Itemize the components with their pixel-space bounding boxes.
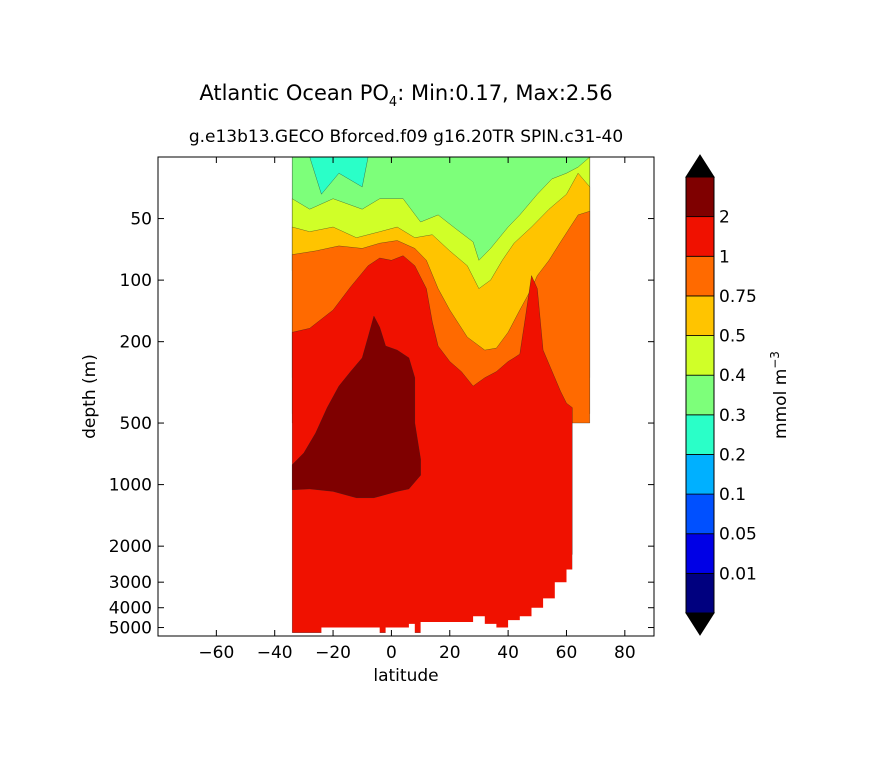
x-tick-label: 20 xyxy=(439,643,461,663)
x-axis: −60 −40 −20 0 20 40 60 80 xyxy=(198,157,636,663)
colorbar-tick-label: 0.3 xyxy=(719,406,746,426)
colorbar-swatch xyxy=(685,335,715,376)
colorbar-swatch xyxy=(685,454,715,495)
y-tick-label: 1000 xyxy=(109,476,152,496)
colorbar: 0.01 0.05 0.1 0.2 0.3 0.4 0.5 0.75 1 2 xyxy=(685,154,757,636)
colorbar-label: mmol m−3 xyxy=(768,351,791,439)
colorbar-tick-label: 2 xyxy=(719,208,730,228)
y-tick-label: 100 xyxy=(120,271,152,291)
chart-title-subscript: 4 xyxy=(389,95,397,110)
colorbar-swatch xyxy=(685,572,715,614)
colorbar-swatch xyxy=(685,414,715,455)
seafloor-mask xyxy=(292,439,590,636)
x-tick-label: 60 xyxy=(556,643,578,663)
colorbar-tick-label: 0.1 xyxy=(719,485,746,505)
x-tick-label: −20 xyxy=(315,643,351,663)
colorbar-tick-label: 0.5 xyxy=(719,327,746,347)
colorbar-swatch xyxy=(685,374,715,416)
colorbar-tick-label: 0.2 xyxy=(719,445,746,465)
y-tick-label: 500 xyxy=(120,414,152,434)
x-tick-label: 0 xyxy=(386,643,397,663)
y-tick-label: 2000 xyxy=(109,537,152,557)
colorbar-tick-label: 0.01 xyxy=(719,564,757,584)
colorbar-label-unit: mmol m xyxy=(771,369,791,439)
contour-field xyxy=(291,157,591,636)
chart-title-main: Atlantic Ocean PO xyxy=(199,81,389,105)
x-axis-label: latitude xyxy=(373,666,438,686)
chart-title: Atlantic Ocean PO4: Min:0.17, Max:2.56 xyxy=(199,81,612,110)
chart-subtitle: g.e13b13.GECO Bforced.f09 g16.20TR SPIN.… xyxy=(189,127,623,147)
colorbar-extend-low xyxy=(685,612,715,636)
colorbar-frame xyxy=(685,176,715,614)
x-tick-label: −40 xyxy=(257,643,293,663)
y-tick-label: 200 xyxy=(120,333,152,353)
plot-frame xyxy=(157,156,655,637)
contour-band-6 xyxy=(291,315,421,499)
y-tick-label: 5000 xyxy=(109,619,152,639)
x-tick-label: 80 xyxy=(614,643,636,663)
chart-title-rest: : Min:0.17, Max:2.56 xyxy=(397,81,612,105)
colorbar-swatch xyxy=(685,255,715,297)
colorbar-tick-label: 0.05 xyxy=(719,525,757,545)
colorbar-tick-label: 1 xyxy=(719,247,730,267)
colorbar-swatch xyxy=(685,533,715,574)
x-tick-label: 40 xyxy=(497,643,519,663)
colorbar-swatch xyxy=(685,176,715,218)
colorbar-extend-high xyxy=(685,154,715,178)
y-axis-label: depth (m) xyxy=(80,354,100,439)
y-tick-label: 4000 xyxy=(109,599,152,619)
x-tick-label: −60 xyxy=(198,643,234,663)
y-tick-label: 3000 xyxy=(109,573,152,593)
contour-band-5 xyxy=(291,255,573,633)
colorbar-swatch xyxy=(685,216,715,257)
colorbar-swatch xyxy=(685,493,715,535)
colorbar-tick-label: 0.4 xyxy=(719,366,746,386)
colorbar-swatch xyxy=(685,295,715,336)
y-tick-label: 50 xyxy=(130,210,152,230)
colorbar-label-exp: −3 xyxy=(768,351,782,369)
colorbar-tick-label: 0.75 xyxy=(719,287,757,307)
